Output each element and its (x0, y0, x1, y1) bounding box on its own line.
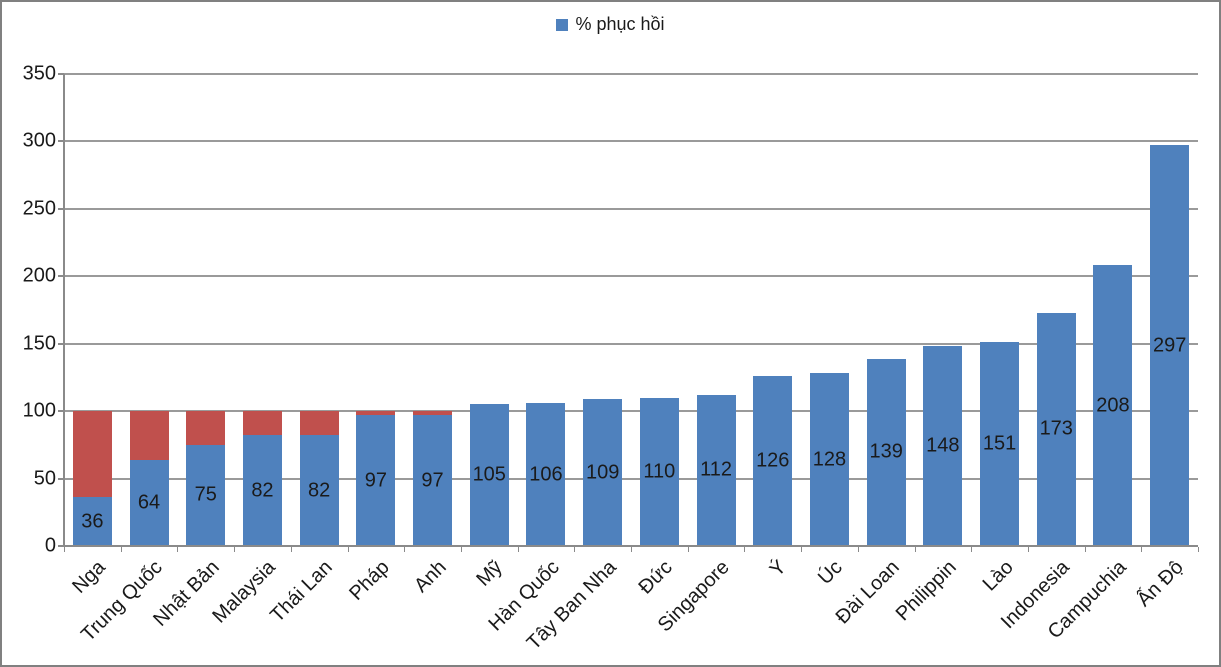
gridline (64, 275, 1198, 278)
x-axis-tick (64, 547, 65, 552)
bar-segment-blue (980, 342, 1020, 546)
gridline (64, 140, 1198, 143)
bar-segment-blue (1150, 145, 1190, 546)
bar-value-label: 36 (81, 510, 104, 533)
x-axis-tick (347, 547, 349, 552)
bar-segment-blue (242, 435, 282, 546)
bar-segment-blue (129, 459, 169, 546)
bar-segment-blue (413, 415, 453, 546)
bar-segment-blue (469, 404, 509, 546)
bar-segment-blue (753, 376, 793, 546)
y-axis-tick (58, 73, 64, 75)
gridline (64, 73, 1198, 75)
legend: % phục hồi (2, 14, 1219, 35)
bar-segment-blue (1036, 312, 1076, 546)
x-axis-tick (631, 547, 632, 552)
y-axis-label: 350 (22, 62, 56, 85)
bar-value-label: 126 (756, 449, 790, 472)
bar-segment-blue (809, 373, 849, 546)
x-axis-line (64, 545, 1198, 547)
bar-value-label: 151 (982, 432, 1017, 455)
bar-segment-blue (639, 397, 679, 546)
y-axis-tick (58, 477, 64, 480)
gridline (64, 477, 1198, 480)
x-axis-tick (120, 547, 122, 552)
y-axis-tick (58, 545, 64, 547)
bar-value-label: 139 (869, 440, 903, 463)
x-axis-tick (1084, 547, 1086, 552)
bar-value-label: 148 (926, 434, 960, 457)
bar-segment-blue (1093, 265, 1133, 546)
x-axis-tick (234, 547, 236, 552)
bar-value-label: 106 (529, 463, 563, 486)
legend-label: % phục hồi (575, 14, 665, 34)
y-axis-tick (58, 140, 64, 143)
bar-value-label: 109 (585, 461, 620, 483)
bar-value-label: 110 (643, 460, 676, 483)
bar-segment-blue (923, 346, 963, 546)
bar-value-label: 128 (812, 448, 847, 471)
y-axis-tick (58, 275, 64, 278)
x-axis-tick (460, 547, 462, 552)
bar-segment-blue (866, 358, 906, 546)
x-axis-tick (1198, 547, 1199, 552)
x-axis-tick (971, 547, 973, 552)
bar-segment-red (186, 411, 226, 445)
bar-value-label: 208 (1096, 394, 1130, 417)
bar-value-label: 82 (308, 479, 331, 502)
bar-segment-blue (356, 415, 396, 546)
x-axis-tick (914, 547, 916, 552)
y-axis-label: 100 (22, 399, 56, 422)
y-axis-label: 150 (22, 332, 56, 355)
x-axis-tick (290, 547, 292, 552)
x-axis-tick (687, 547, 689, 552)
bar-value-label: 64 (137, 491, 161, 514)
bar-value-label: 297 (1152, 334, 1187, 357)
x-axis-tick (404, 547, 406, 552)
x-axis-tick (574, 547, 576, 552)
y-axis-label: 0 (44, 534, 56, 557)
bar-segment-red (72, 411, 112, 498)
x-axis-tick (801, 547, 803, 552)
x-axis-tick (177, 547, 179, 552)
bar-value-label: 97 (421, 469, 444, 492)
bar-segment-red (356, 411, 396, 416)
bar-segment-blue (696, 394, 736, 546)
x-axis-tick (744, 547, 746, 552)
bar-segment-red (129, 411, 169, 460)
bar-segment-red (242, 411, 282, 436)
bar-value-label: 82 (251, 479, 274, 502)
bar-value-label: 105 (472, 463, 506, 486)
bar-segment-blue (186, 444, 226, 546)
bar-segment-blue (72, 497, 112, 546)
y-axis-line (63, 74, 65, 546)
x-axis-tick (1141, 547, 1143, 552)
bar-value-label: 75 (194, 483, 217, 506)
y-axis-label: 50 (33, 467, 56, 490)
legend-marker-icon (556, 18, 569, 31)
bar-segment-red (299, 411, 339, 436)
y-axis-label: 250 (22, 197, 56, 220)
y-axis-tick (58, 410, 64, 413)
bar-segment-blue (526, 403, 566, 546)
bar-value-label: 112 (700, 458, 732, 481)
bar-segment-blue (299, 435, 339, 546)
bar-value-label: 97 (364, 469, 387, 492)
y-axis-tick (58, 207, 64, 210)
gridline (64, 410, 1198, 413)
x-axis-tick (1027, 547, 1029, 552)
y-axis-label: 200 (22, 264, 56, 287)
y-axis-label: 300 (22, 129, 56, 152)
bar-segment-red (413, 411, 453, 416)
x-axis-tick (517, 547, 519, 552)
bar-value-label: 173 (1039, 417, 1073, 440)
y-axis-tick (58, 342, 64, 345)
x-axis-tick (857, 547, 859, 552)
gridline (64, 342, 1198, 345)
bar-segment-blue (583, 399, 623, 546)
gridline (64, 207, 1198, 210)
